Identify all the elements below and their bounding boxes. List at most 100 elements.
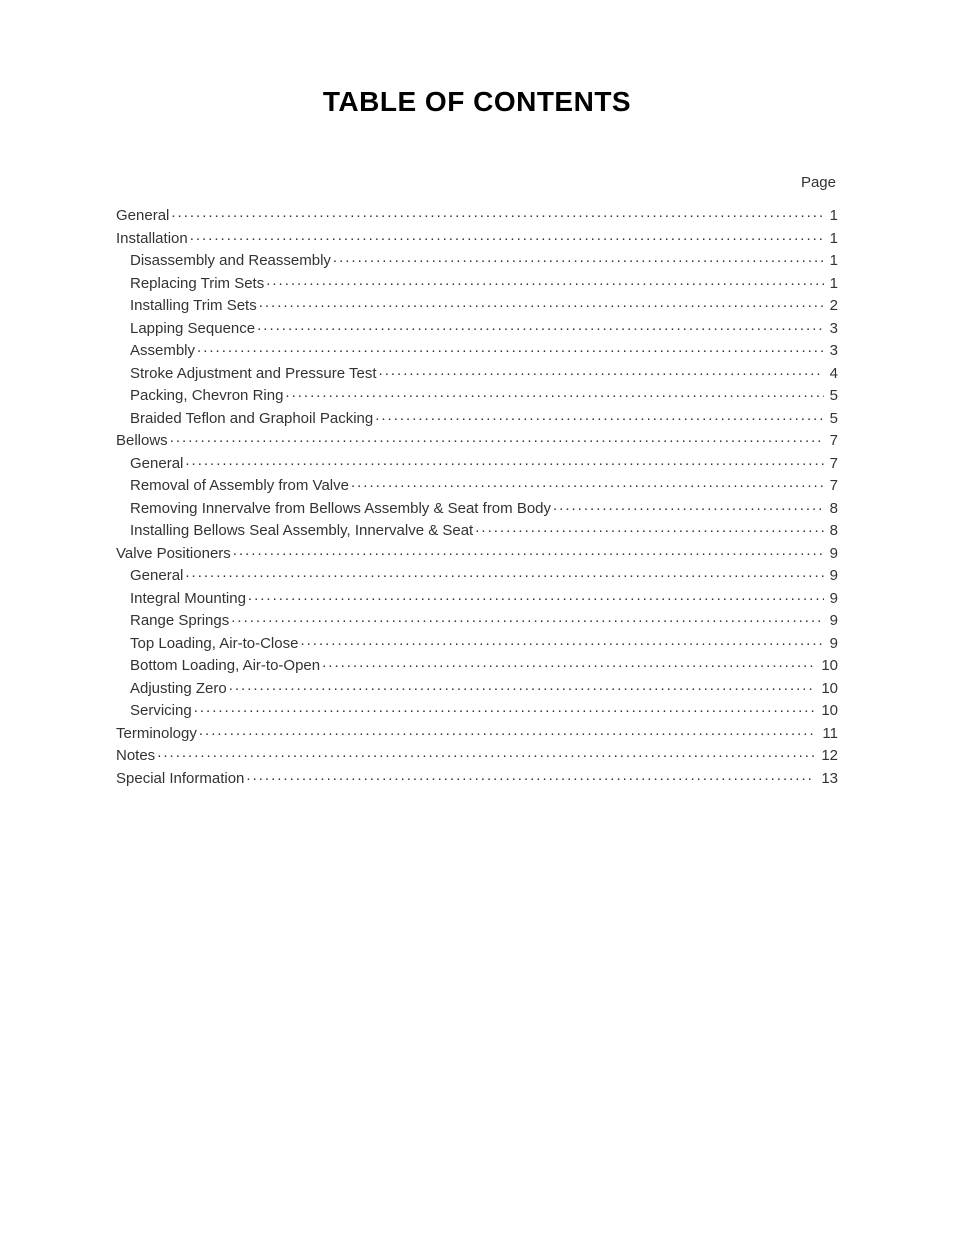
toc-entry-label: Stroke Adjustment and Pressure Test	[130, 366, 377, 381]
toc-entry-page: 1	[826, 231, 838, 246]
toc-dot-leader	[259, 295, 824, 310]
toc-dot-leader	[553, 498, 824, 513]
toc-dot-leader	[233, 543, 824, 558]
toc-entry-page: 9	[826, 546, 838, 561]
toc-entry-label: Installing Bellows Seal Assembly, Innerv…	[130, 523, 473, 538]
toc-dot-leader	[190, 228, 824, 243]
document-page: TABLE OF CONTENTS Page General1Installat…	[0, 0, 954, 1235]
toc-entry-label: Bellows	[116, 433, 168, 448]
toc-entry-label: Assembly	[130, 343, 195, 358]
toc-dot-leader	[185, 453, 823, 468]
toc-entry-page: 9	[826, 636, 838, 651]
toc-entry-label: Adjusting Zero	[130, 681, 227, 696]
toc-dot-leader	[157, 745, 815, 760]
toc-entry: Integral Mounting9	[116, 588, 838, 606]
toc-entry: Top Loading, Air-to-Close 9	[116, 633, 838, 651]
toc-dot-leader	[170, 430, 824, 445]
toc-entry: Braided Teflon and Graphoil Packing5	[116, 408, 838, 426]
toc-entry: Disassembly and Reassembly 1	[116, 250, 838, 268]
toc-dot-leader	[194, 700, 816, 715]
toc-entry: Servicing 10	[116, 700, 838, 718]
toc-entry-label: Range Springs	[130, 613, 229, 628]
toc-entry-page: 10	[817, 681, 838, 696]
toc-entry-label: General	[130, 456, 183, 471]
toc-dot-leader	[171, 205, 823, 220]
toc-entry: Installing Bellows Seal Assembly, Innerv…	[116, 520, 838, 538]
toc-entry: Range Springs9	[116, 610, 838, 628]
toc-dot-leader	[475, 520, 823, 535]
toc-entry: Valve Positioners 9	[116, 543, 838, 561]
toc-entry: Assembly 3	[116, 340, 838, 358]
toc-entry: Installing Trim Sets 2	[116, 295, 838, 313]
toc-entry-page: 2	[826, 298, 838, 313]
toc-entry: Lapping Sequence 3	[116, 318, 838, 336]
toc-entry-page: 5	[826, 388, 838, 403]
toc-entry-page: 4	[826, 366, 838, 381]
toc-entry-page: 10	[817, 658, 838, 673]
toc-entry-page: 13	[817, 771, 838, 786]
toc-entry-page: 7	[826, 433, 838, 448]
toc-entry-label: Servicing	[130, 703, 192, 718]
toc-dot-leader	[379, 363, 824, 378]
toc-entry-page: 3	[826, 343, 838, 358]
toc-entry: Bottom Loading, Air-to-Open10	[116, 655, 838, 673]
toc-entry: Replacing Trim Sets 1	[116, 273, 838, 291]
toc-entry: Removal of Assembly from Valve 7	[116, 475, 838, 493]
toc-entry: Packing, Chevron Ring 5	[116, 385, 838, 403]
toc-dot-leader	[231, 610, 823, 625]
toc-entry-label: Valve Positioners	[116, 546, 231, 561]
toc-entry-page: 1	[826, 253, 838, 268]
toc-entry: General 9	[116, 565, 838, 583]
toc-entry-label: Integral Mounting	[130, 591, 246, 606]
toc-entry-page: 12	[817, 748, 838, 763]
toc-dot-leader	[300, 633, 823, 648]
table-of-contents: General1Installation1Disassembly and Rea…	[116, 205, 838, 786]
toc-entry: Removing Innervalve from Bellows Assembl…	[116, 498, 838, 516]
toc-dot-leader	[375, 408, 823, 423]
toc-entry-label: Packing, Chevron Ring	[130, 388, 283, 403]
toc-dot-leader	[246, 768, 815, 783]
toc-entry-label: General	[130, 568, 183, 583]
toc-entry: General 1	[116, 205, 838, 223]
page-column-label: Page	[116, 174, 838, 191]
toc-entry: General 7	[116, 453, 838, 471]
toc-entry-page: 7	[826, 478, 838, 493]
toc-entry-page: 10	[817, 703, 838, 718]
toc-entry-page: 9	[826, 568, 838, 583]
toc-entry-label: Installation	[116, 231, 188, 246]
toc-entry-label: Installing Trim Sets	[130, 298, 257, 313]
toc-entry-page: 7	[826, 456, 838, 471]
page-title: TABLE OF CONTENTS	[116, 86, 838, 118]
toc-entry: Bellows 7	[116, 430, 838, 448]
toc-entry: Stroke Adjustment and Pressure Test 4	[116, 363, 838, 381]
toc-dot-leader	[333, 250, 824, 265]
toc-entry-label: Lapping Sequence	[130, 321, 255, 336]
toc-dot-leader	[185, 565, 823, 580]
toc-entry-page: 11	[818, 726, 838, 741]
toc-entry: Special Information13	[116, 768, 838, 786]
toc-entry-page: 1	[826, 208, 838, 223]
toc-dot-leader	[229, 678, 816, 693]
toc-dot-leader	[351, 475, 824, 490]
toc-entry-label: Replacing Trim Sets	[130, 276, 264, 291]
toc-entry: Installation 1	[116, 228, 838, 246]
toc-dot-leader	[322, 655, 815, 670]
toc-entry-page: 3	[826, 321, 838, 336]
toc-entry: Adjusting Zero 10	[116, 678, 838, 696]
toc-dot-leader	[266, 273, 823, 288]
toc-dot-leader	[248, 588, 824, 603]
toc-dot-leader	[199, 723, 817, 738]
toc-entry-label: General	[116, 208, 169, 223]
toc-entry: Terminology 11	[116, 723, 838, 741]
toc-entry-label: Terminology	[116, 726, 197, 741]
toc-entry-page: 8	[826, 523, 838, 538]
toc-dot-leader	[285, 385, 823, 400]
toc-entry-label: Top Loading, Air-to-Close	[130, 636, 298, 651]
toc-entry-page: 5	[826, 411, 838, 426]
toc-entry-page: 8	[826, 501, 838, 516]
toc-entry-label: Disassembly and Reassembly	[130, 253, 331, 268]
toc-entry-page: 1	[826, 276, 838, 291]
toc-dot-leader	[257, 318, 824, 333]
toc-entry-label: Removing Innervalve from Bellows Assembl…	[130, 501, 551, 516]
toc-entry-label: Removal of Assembly from Valve	[130, 478, 349, 493]
